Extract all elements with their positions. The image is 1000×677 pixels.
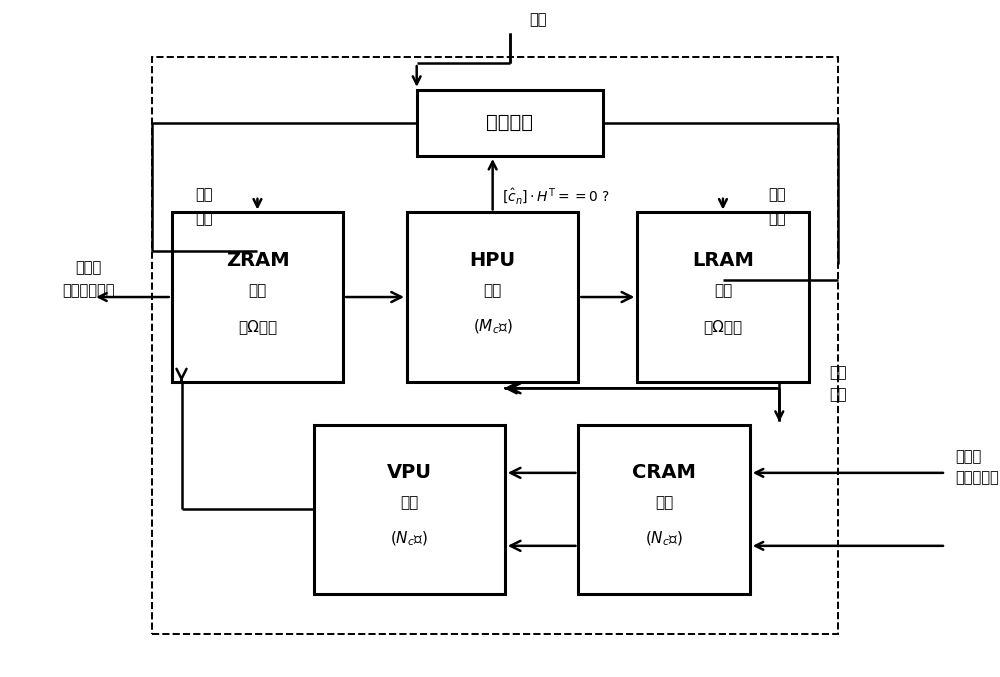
Text: 阵列: 阵列 — [248, 283, 267, 298]
Text: 阵列: 阵列 — [484, 283, 502, 298]
Text: 阵列: 阵列 — [714, 283, 732, 298]
Text: ($M_c$个): ($M_c$个) — [473, 318, 512, 336]
Text: VPU: VPU — [387, 463, 432, 482]
Text: ($N_c$块): ($N_c$块) — [645, 530, 683, 548]
Text: HPU: HPU — [470, 251, 516, 270]
Text: LRAM: LRAM — [692, 251, 754, 270]
Text: 阵列: 阵列 — [400, 495, 418, 510]
Bar — [314, 424, 505, 594]
Text: 控制: 控制 — [829, 366, 847, 380]
Text: 信号: 信号 — [195, 211, 212, 226]
Bar — [637, 213, 809, 382]
Text: （Ω块）: （Ω块） — [238, 320, 277, 334]
Text: 接收软信息: 接收软信息 — [956, 470, 999, 485]
Bar — [407, 213, 578, 382]
Bar — [417, 89, 603, 156]
Bar — [172, 213, 343, 382]
Text: $[\hat{c}_n]\cdot H^\mathrm{T}==0$ ?: $[\hat{c}_n]\cdot H^\mathrm{T}==0$ ? — [502, 186, 611, 206]
Text: ZRAM: ZRAM — [226, 251, 289, 270]
Text: ($N_c$个): ($N_c$个) — [390, 530, 428, 548]
Text: 时钟: 时钟 — [529, 13, 547, 28]
Text: 信号: 信号 — [829, 387, 847, 402]
Text: CRAM: CRAM — [632, 463, 696, 482]
Text: 译码结果码字: 译码结果码字 — [62, 283, 115, 298]
Bar — [578, 424, 750, 594]
Text: 控制单元: 控制单元 — [486, 113, 533, 133]
Text: 控制: 控制 — [768, 187, 786, 202]
Text: 控制: 控制 — [195, 187, 212, 202]
Bar — [152, 56, 838, 634]
Text: 输入：: 输入： — [956, 449, 982, 464]
Text: （Ω块）: （Ω块） — [703, 320, 743, 334]
Text: 输出：: 输出： — [75, 260, 102, 275]
Text: 阵列: 阵列 — [655, 495, 673, 510]
Text: 信号: 信号 — [768, 211, 786, 226]
